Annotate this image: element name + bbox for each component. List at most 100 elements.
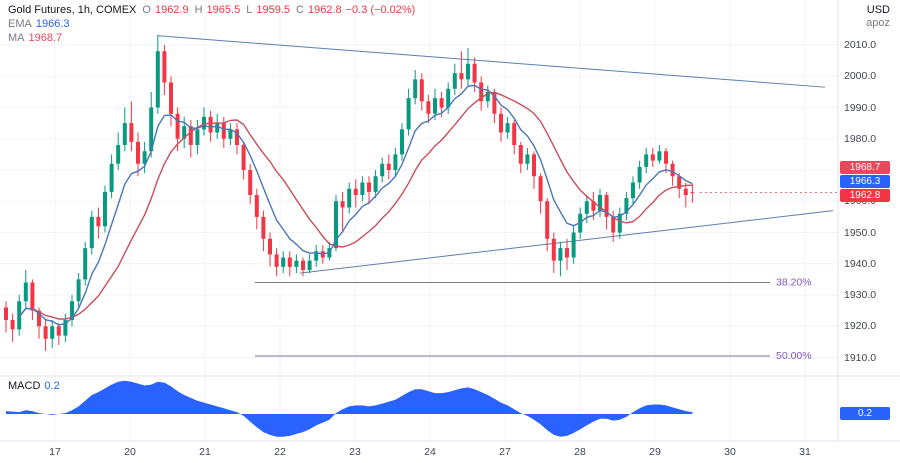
low-label: L [246,4,253,16]
candle-body [228,129,233,139]
last-price-badge: 1962.8 [840,188,890,202]
candle-body [538,176,543,202]
time-tick-label: 17 [49,446,61,458]
candle-body [142,151,147,164]
candle-body [287,257,292,267]
symbol-legend[interactable]: Gold Futures, 1h, COMEX O 1962.9 H 1965.5 … [8,4,415,16]
macd-legend[interactable]: MACD 0.2 [8,380,60,392]
ma-line[interactable] [18,91,693,320]
candle-body [670,163,675,177]
fib-level-label: 38.20% [776,277,812,289]
time-tick-label: 23 [349,446,361,458]
candle-body [551,238,556,261]
candle-body [677,176,682,189]
candle-body [485,91,490,102]
candle-body [43,326,48,339]
candle-body [96,216,101,227]
candle-body [400,129,404,155]
low-value: 1959.5 [256,4,290,16]
candle-body [83,248,88,280]
candle-body [571,232,576,258]
candle-body [353,188,358,195]
macd-label: MACD [8,380,41,392]
candle-body [360,182,365,195]
ema-value: 1966.3 [35,18,70,30]
candle-body [314,251,319,261]
candle-body [169,82,173,114]
ma-legend[interactable]: MA 1968.7 [8,32,62,44]
symbol-title: Gold Futures, 1h, COMEX [8,4,137,16]
candle-body [195,129,200,145]
ema-legend[interactable]: EMA 1966.3 [8,18,70,30]
candle-body [30,282,35,311]
candle-body [446,88,451,108]
ma-value: 1968.7 [28,32,63,44]
price-tick-label: 1920.0 [844,320,877,333]
candle-body [274,254,279,267]
candle-body [406,98,411,130]
candle-body [281,257,286,267]
candle-body [340,201,345,208]
candle-body [426,101,431,114]
price-tick-label: 2000.0 [844,70,877,83]
candle-body [631,182,635,199]
candle-body [466,63,470,80]
macd-value-badge: 0.2 [840,407,890,420]
descending-trendline[interactable] [156,35,826,88]
candle-body [664,151,668,164]
candle-body [650,154,655,161]
candle-body [182,126,187,139]
candle-body [604,195,609,217]
candle-body [683,188,688,195]
candle-body [545,201,550,239]
time-tick-label: 29 [649,446,661,458]
ema-line[interactable] [18,84,693,326]
ema-price-badge: 1966.3 [840,174,890,188]
candle-body [261,216,266,239]
time-tick-label: 20 [124,446,136,458]
candle-body [505,123,510,133]
price-axis[interactable]: USD apoz 2010.02000.01990.01980.01970.01… [838,0,900,441]
candle-body [63,320,68,336]
time-tick-label: 21 [199,446,211,458]
candle-body [122,123,127,145]
ma-label: MA [8,32,25,44]
candle-body [386,163,391,170]
high-value: 1965.5 [206,4,241,16]
candle-body [584,201,589,214]
high-label: H [194,4,203,16]
candle-body [532,154,536,177]
candle-body [334,201,338,249]
time-tick-label: 30 [724,446,736,458]
candle-body [472,63,477,83]
candle-body [558,248,563,261]
candle-body [149,107,154,152]
candle-body [525,154,530,164]
candle-body [268,238,272,255]
candle-body [103,191,107,227]
time-axis[interactable]: 17 20 21 22 23 24 27 28 29 30 31 [0,441,900,463]
candle-body [202,116,206,130]
open-label: O [142,4,151,16]
candle-body [70,301,74,320]
candle-body [23,282,28,302]
candle-body [644,154,649,167]
candle-body [307,260,312,270]
open-value: 1962.9 [154,4,189,16]
axis-unit-label: apoz [866,17,890,29]
candle-body [136,141,140,164]
candle-body [17,301,22,330]
price-tick-label: 1950.0 [844,226,877,239]
candle-body [373,176,378,192]
candle-body [499,113,503,133]
candle-body [56,326,61,336]
price-tick-label: 1930.0 [844,289,877,301]
candle-body [215,123,220,133]
candle-body [657,151,662,161]
candle-body [598,195,602,211]
price-tick-label: 1980.0 [844,132,877,145]
close-label: C [296,4,304,16]
axis-currency-label: USD [866,4,890,16]
